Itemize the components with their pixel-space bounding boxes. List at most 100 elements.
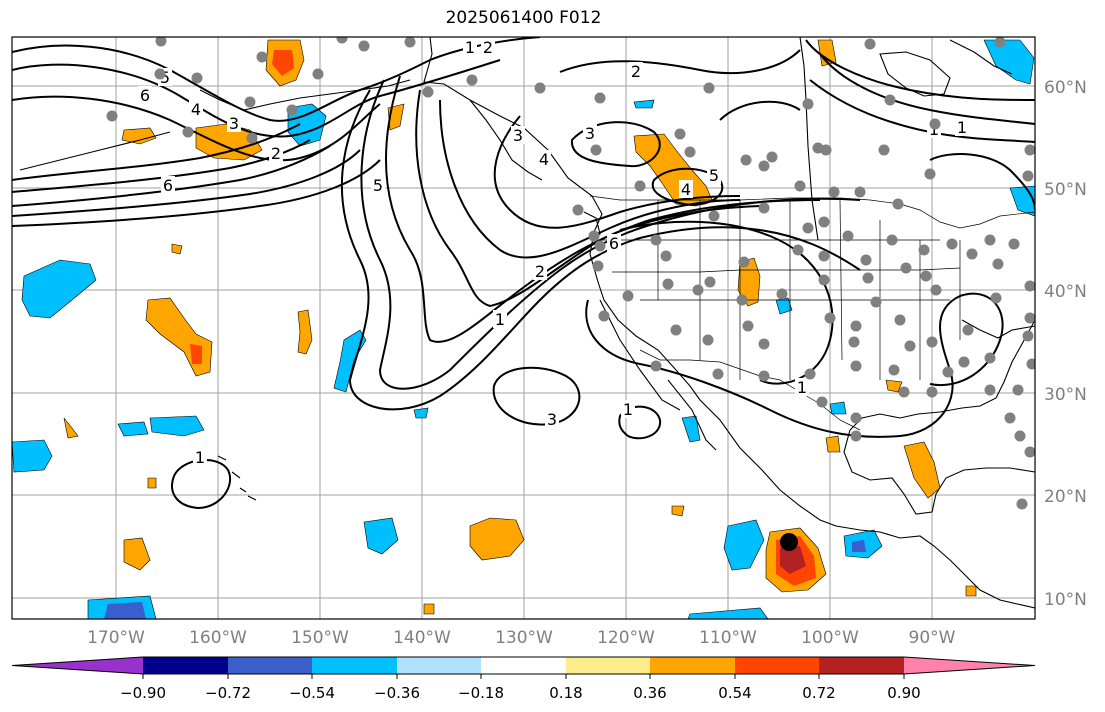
station-dot — [850, 430, 862, 442]
station-dot — [742, 320, 754, 332]
station-dot — [850, 320, 862, 332]
station-dot — [358, 40, 370, 52]
station-dot — [1004, 412, 1016, 424]
station-dot — [1012, 384, 1024, 396]
colorbar-segment — [481, 657, 566, 674]
contour-label-bg — [511, 126, 525, 144]
colorbar-segment — [735, 657, 819, 674]
colorbar-tick-label: 0.18 — [549, 684, 582, 702]
shade-blue — [21, 259, 97, 319]
station-dot — [286, 104, 298, 116]
shade-blue — [117, 421, 149, 437]
station-dot — [900, 262, 912, 274]
contour-label: 1 — [957, 118, 967, 137]
station-dot — [1024, 280, 1035, 292]
shade-orange — [297, 309, 313, 355]
station-dot — [634, 180, 646, 192]
station-dot — [804, 368, 816, 380]
shade-orange — [671, 505, 685, 517]
contour-label: 2 — [271, 144, 281, 163]
contour-label-bg — [537, 150, 551, 168]
station-dot — [1016, 498, 1028, 510]
station-dot — [892, 198, 904, 210]
station-dot — [598, 310, 610, 322]
contour-label: 1 — [623, 400, 633, 419]
colorbar-tick-label: 0.36 — [633, 684, 666, 702]
station-dot — [946, 238, 958, 250]
station-dot — [904, 340, 916, 352]
contour-label-bg — [583, 124, 597, 142]
station-dot — [736, 294, 748, 306]
station-dot — [1026, 358, 1035, 370]
station-dot — [898, 386, 910, 398]
station-dot — [984, 352, 996, 364]
map-title: 2025061400 F012 — [445, 8, 602, 28]
colorbar: −0.90 −0.72 −0.54 −0.36 −0.18 0.18 0.36 0.54 0.7… — [11, 656, 1036, 702]
station-dot — [712, 368, 724, 380]
colorbar-tick-label: 0.90 — [887, 684, 920, 702]
colorbar-segment — [143, 657, 228, 674]
station-dot — [1024, 446, 1035, 458]
latitude-label: 10°N — [1044, 590, 1087, 610]
station-dot — [962, 324, 974, 336]
contour-label-bg — [621, 400, 635, 418]
shade-blue — [983, 39, 1035, 85]
shade-blue — [829, 401, 847, 415]
station-dot — [588, 230, 600, 242]
station-dot — [886, 234, 898, 246]
station-dot — [650, 234, 662, 246]
contour-label-bg — [795, 378, 809, 396]
contour-label: 2 — [631, 62, 641, 81]
contour-label: 3 — [229, 114, 239, 133]
contour-label-bg — [189, 100, 203, 118]
shade-orange — [121, 127, 157, 145]
station-dot — [850, 412, 862, 424]
contour-label: 5 — [709, 166, 719, 185]
station-dot — [994, 37, 1006, 48]
station-dot — [662, 278, 674, 290]
station-dot — [776, 288, 788, 300]
latitude-label: 50°N — [1044, 180, 1087, 200]
station-dot — [850, 360, 862, 372]
station-dot — [256, 51, 268, 63]
station-dot — [1022, 170, 1034, 182]
station-dot — [594, 240, 606, 252]
contour-label: 6 — [140, 86, 150, 105]
shade-mid-blue — [852, 540, 866, 552]
colorbar-segment — [566, 657, 650, 674]
contour-label-bg — [955, 118, 969, 136]
station-dot — [802, 222, 814, 234]
station-dot — [966, 248, 978, 260]
station-dot — [708, 210, 720, 222]
station-dot — [704, 276, 716, 288]
station-dot — [154, 68, 166, 80]
contour-label: 6 — [609, 234, 619, 253]
station-dot — [1022, 330, 1034, 342]
shade-orange — [885, 379, 903, 393]
station-dot — [1014, 430, 1026, 442]
station-dot — [1008, 238, 1020, 250]
station-dot — [860, 254, 872, 266]
station-dot — [182, 126, 194, 138]
station-dot — [312, 68, 324, 80]
colorbar-segment — [397, 657, 481, 674]
shade-orange — [965, 585, 977, 597]
station-dot — [758, 338, 770, 350]
station-dot — [862, 272, 874, 284]
station-dot — [828, 186, 840, 198]
station-dot — [592, 260, 604, 272]
shade-red — [190, 344, 202, 364]
shade-orange — [423, 603, 435, 615]
contour-label-bg — [493, 310, 507, 328]
station-dot — [534, 82, 546, 94]
station-dot — [758, 202, 770, 214]
station-dot — [842, 230, 854, 242]
station-dot — [792, 244, 804, 256]
shade-dark-red — [780, 546, 806, 574]
shade-blue — [333, 329, 367, 393]
colorbar-segment — [228, 657, 312, 674]
station-dot — [984, 234, 996, 246]
shade-blue — [681, 415, 701, 443]
station-dots — [106, 37, 1035, 510]
contour-label: 2 — [483, 38, 493, 57]
